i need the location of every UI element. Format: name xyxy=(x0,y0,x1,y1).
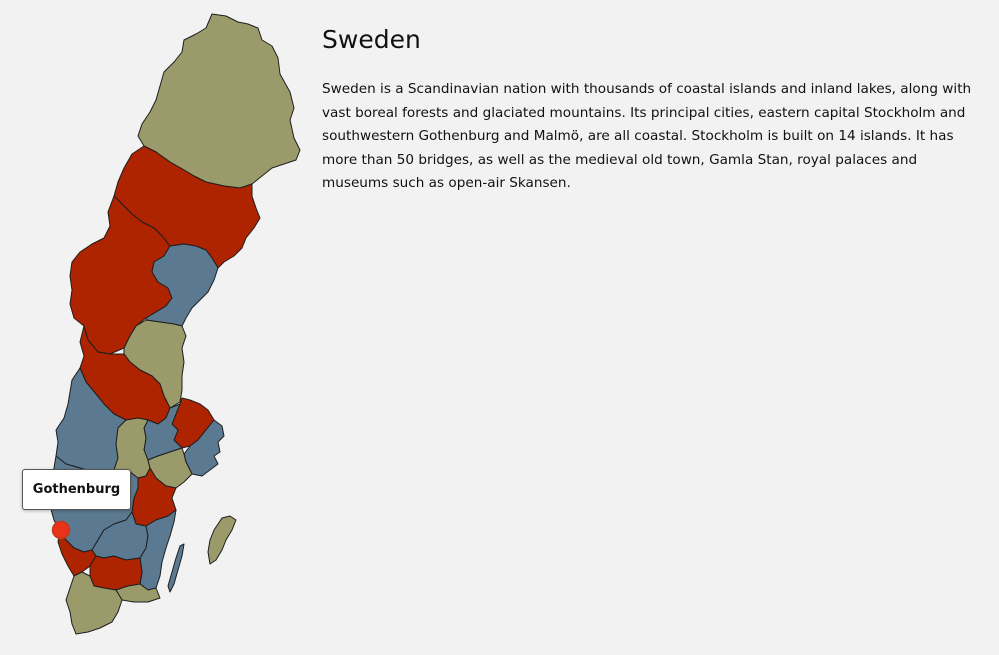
country-info-panel: Sweden Sweden is a Scandinavian nation w… xyxy=(322,24,982,196)
region-skane[interactable] xyxy=(65,571,123,635)
country-description: Sweden is a Scandinavian nation with tho… xyxy=(322,81,972,191)
island-oland[interactable] xyxy=(167,543,185,593)
sweden-map-svg xyxy=(47,13,301,635)
region-kalmar[interactable] xyxy=(139,509,177,591)
gothenburg-marker[interactable] xyxy=(51,520,71,540)
region-blekinge[interactable] xyxy=(115,583,161,603)
region-stockholm[interactable] xyxy=(183,419,225,477)
sweden-map: Gothenburg xyxy=(0,0,310,655)
country-title: Sweden xyxy=(322,25,421,54)
city-tooltip: Gothenburg xyxy=(22,469,131,510)
island-gotland[interactable] xyxy=(207,515,237,565)
tooltip-label: Gothenburg xyxy=(32,482,121,497)
